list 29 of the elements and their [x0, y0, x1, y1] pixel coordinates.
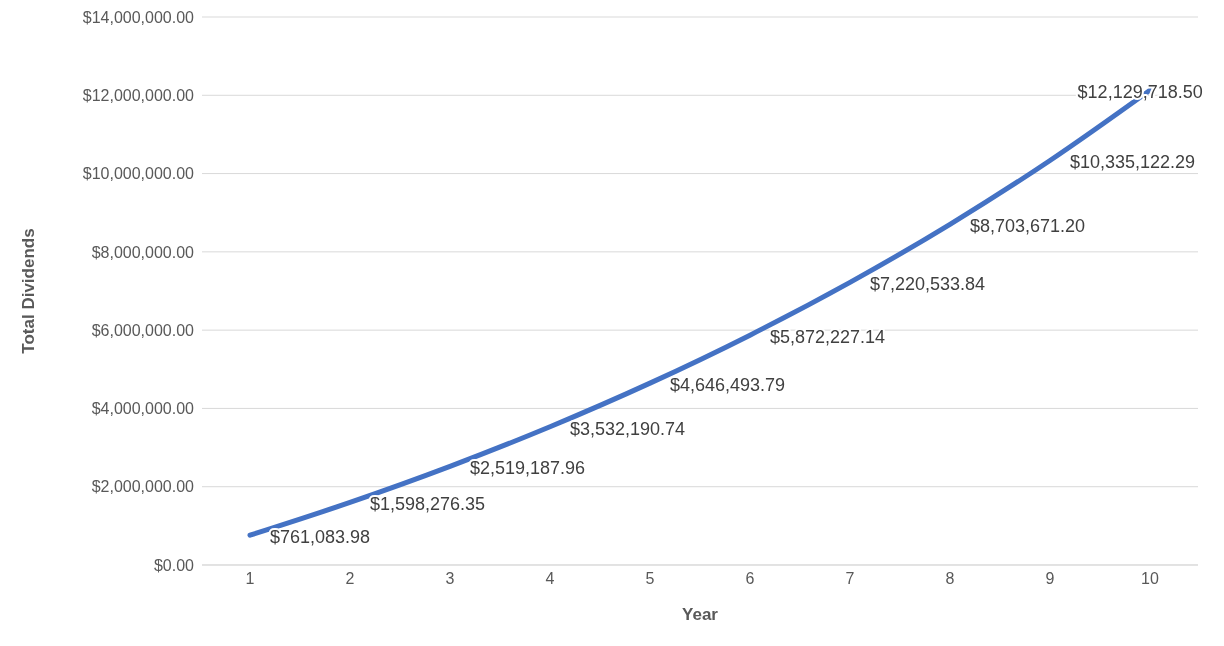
x-tick-label: 7 — [845, 570, 855, 588]
data-label: $8,703,671.20 — [970, 216, 1086, 237]
y-tick-label: $0.00 — [153, 556, 195, 574]
y-tick-label: $10,000,000.00 — [82, 165, 195, 183]
x-tick-label: 4 — [545, 570, 555, 588]
y-tick-label: $6,000,000.00 — [91, 321, 195, 339]
data-label: $3,532,190.74 — [570, 418, 686, 439]
data-label: $10,335,122.29 — [1070, 152, 1196, 173]
data-label: $7,220,533.84 — [870, 274, 986, 295]
x-tick-label: 1 — [245, 570, 255, 588]
data-label: $761,083.98 — [270, 527, 371, 548]
x-tick-label: 8 — [945, 570, 955, 588]
data-label: $1,598,276.35 — [370, 494, 486, 515]
y-tick-label: $12,000,000.00 — [82, 86, 195, 104]
x-tick-label: 9 — [1045, 570, 1055, 588]
data-label: $2,519,187.96 — [470, 458, 586, 479]
x-axis-title: Year — [682, 605, 719, 624]
x-tick-label: 2 — [345, 570, 355, 588]
data-label: $5,872,227.14 — [770, 327, 886, 348]
y-axis-title: Total Dividends — [19, 228, 39, 354]
x-tick-label: 6 — [745, 570, 755, 588]
y-tick-label: $14,000,000.00 — [82, 8, 195, 26]
y-tick-label: $2,000,000.00 — [91, 478, 195, 496]
x-tick-label: 3 — [445, 570, 455, 588]
y-tick-label: $8,000,000.00 — [91, 243, 195, 261]
y-tick-label: $4,000,000.00 — [91, 400, 195, 418]
data-label: $4,646,493.79 — [670, 375, 786, 396]
x-tick-label: 5 — [645, 570, 655, 588]
x-tick-label: 10 — [1141, 570, 1159, 588]
